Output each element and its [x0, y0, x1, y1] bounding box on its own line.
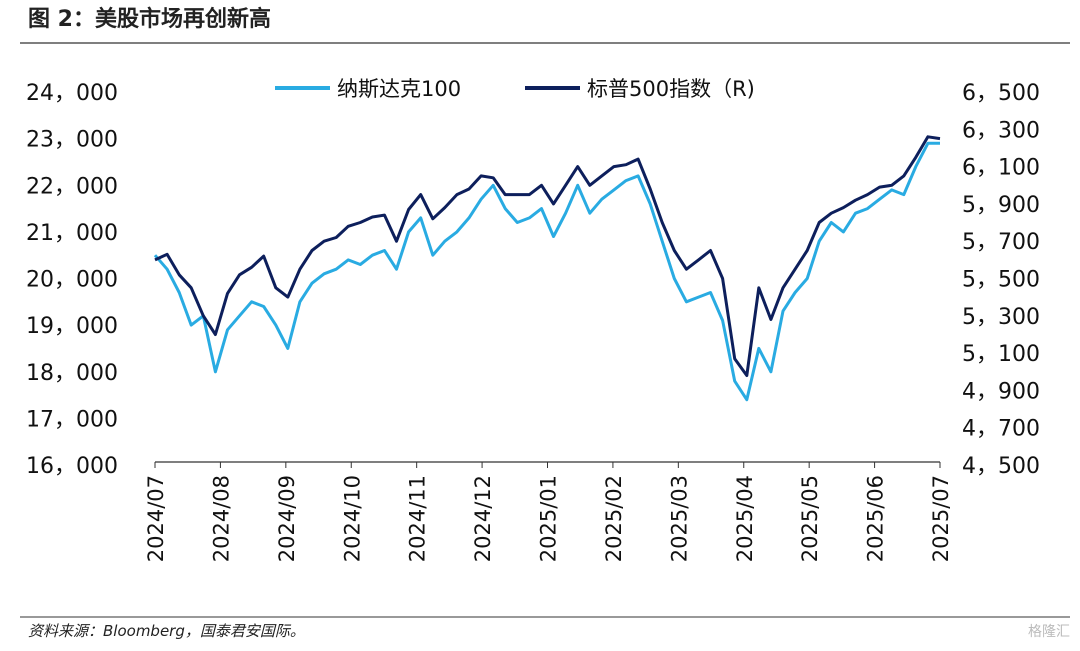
y-tick-label: 18，000 — [26, 361, 118, 386]
y-tick-label: 16，000 — [26, 454, 118, 479]
y2-tick-label: 4，700 — [962, 417, 1040, 442]
series-line — [154, 135, 941, 377]
y2-tick-label: 6，500 — [962, 81, 1040, 106]
y2-tick-label: 5，900 — [962, 193, 1040, 218]
y2-tick-label: 5，300 — [962, 305, 1040, 330]
series-line — [153, 141, 940, 402]
watermark: 格隆汇 — [1028, 624, 1070, 640]
x-tick-label: 2024/10 — [340, 475, 364, 562]
x-tick-label: 2024/12 — [471, 475, 495, 562]
y2-tick-label: 4，500 — [962, 454, 1040, 479]
legend-label: 标普500指数（R) — [587, 77, 755, 101]
x-tick-label: 2025/07 — [929, 475, 953, 562]
y-tick-label: 22，000 — [26, 174, 118, 199]
x-tick-label: 2024/11 — [406, 475, 430, 562]
y2-tick-label: 5，700 — [962, 230, 1040, 255]
y-tick-label: 17，000 — [26, 407, 118, 432]
y2-tick-label: 6，300 — [962, 118, 1040, 143]
x-tick-label: 2025/04 — [733, 475, 757, 562]
x-tick-label: 2024/08 — [209, 475, 233, 562]
y-tick-label: 20，000 — [26, 268, 118, 293]
y-tick-label: 21，000 — [26, 221, 118, 246]
figure-title: 图 2：美股市场再创新高 — [28, 6, 271, 32]
y2-tick-label: 5，500 — [962, 268, 1040, 293]
y-tick-label: 24，000 — [26, 81, 118, 106]
x-tick-label: 2025/02 — [602, 475, 626, 562]
source-note: 资料来源：Bloomberg，国泰君安国际。 — [28, 622, 305, 640]
x-tick-label: 2025/03 — [667, 475, 691, 562]
y-tick-label: 19，000 — [26, 314, 118, 339]
y2-tick-label: 6，100 — [962, 156, 1040, 181]
x-tick-label: 2024/07 — [144, 475, 168, 562]
x-tick-label: 2025/06 — [864, 475, 888, 562]
x-tick-label: 2024/09 — [275, 475, 299, 562]
y2-tick-label: 5，100 — [962, 342, 1040, 367]
y2-tick-label: 4，900 — [962, 379, 1040, 404]
legend-label: 纳斯达克100 — [337, 77, 461, 101]
x-tick-label: 2025/01 — [537, 475, 561, 562]
y-tick-label: 23，000 — [26, 128, 118, 153]
x-tick-label: 2025/05 — [798, 475, 822, 562]
